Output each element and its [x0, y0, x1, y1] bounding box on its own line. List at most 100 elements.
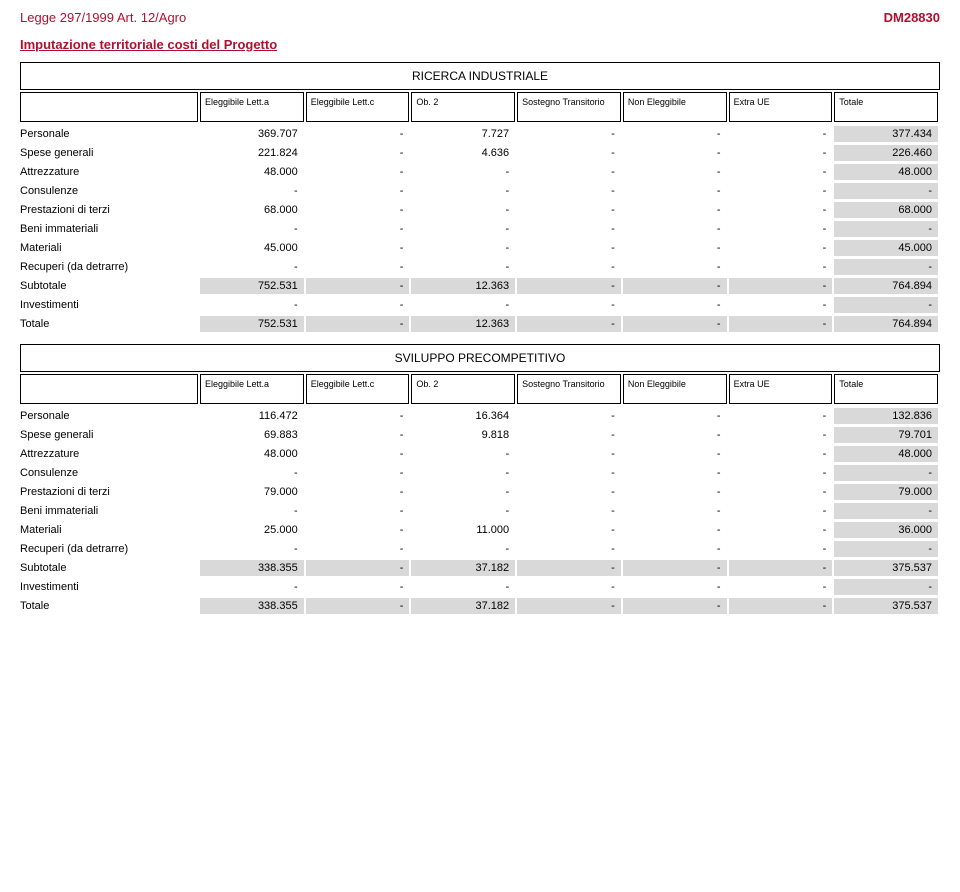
row-total-cell: - — [834, 541, 938, 557]
row-cell: - — [623, 598, 727, 614]
row-label: Materiali — [20, 522, 200, 538]
row-cell: - — [200, 297, 304, 313]
table-row: Consulenze------- — [20, 183, 940, 199]
row-cell: - — [517, 278, 621, 294]
row-cell: 48.000 — [200, 164, 304, 180]
row-label: Prestazioni di terzi — [20, 484, 200, 500]
row-cell: - — [517, 183, 621, 199]
row-cell: - — [411, 297, 515, 313]
row-cell: - — [306, 259, 410, 275]
row-cell: - — [729, 297, 833, 313]
row-cell: - — [200, 465, 304, 481]
row-total-cell: - — [834, 183, 938, 199]
row-cell: - — [517, 427, 621, 443]
row-cell: - — [306, 541, 410, 557]
row-label: Materiali — [20, 240, 200, 256]
row-total-cell: 132.836 — [834, 408, 938, 424]
row-label: Attrezzature — [20, 164, 200, 180]
row-cell: - — [517, 446, 621, 462]
row-cell: - — [729, 579, 833, 595]
row-cell: - — [729, 126, 833, 142]
row-cell: - — [623, 297, 727, 313]
row-total-cell: 764.894 — [834, 278, 938, 294]
row-total-cell: 226.460 — [834, 145, 938, 161]
row-cell: 37.182 — [411, 560, 515, 576]
row-cell: - — [517, 240, 621, 256]
table-row: Personale369.707-7.727---377.434 — [20, 126, 940, 142]
row-cell: - — [306, 408, 410, 424]
row-cell: - — [729, 316, 833, 332]
row-cell: - — [306, 316, 410, 332]
row-label: Recuperi (da detrarre) — [20, 259, 200, 275]
row-cell: - — [200, 541, 304, 557]
section-title: Imputazione territoriale costi del Proge… — [20, 37, 940, 52]
row-label: Beni immateriali — [20, 221, 200, 237]
row-cell: - — [306, 221, 410, 237]
row-cell: 221.824 — [200, 145, 304, 161]
row-cell: - — [200, 579, 304, 595]
row-cell: - — [729, 221, 833, 237]
row-cell: - — [306, 297, 410, 313]
row-cell: - — [623, 427, 727, 443]
row-label: Spese generali — [20, 427, 200, 443]
table-row: Investimenti------- — [20, 579, 940, 595]
row-label: Personale — [20, 126, 200, 142]
row-total-cell: - — [834, 297, 938, 313]
row-cell: - — [623, 183, 727, 199]
row-cell: - — [729, 503, 833, 519]
row-cell: - — [623, 541, 727, 557]
header-right: DM28830 — [884, 10, 940, 25]
row-cell: - — [729, 484, 833, 500]
row-cell: - — [623, 221, 727, 237]
table-row: Attrezzature48.000-----48.000 — [20, 446, 940, 462]
row-cell: - — [306, 446, 410, 462]
row-cell: 752.531 — [200, 278, 304, 294]
table-row: Totale338.355-37.182---375.537 — [20, 598, 940, 614]
row-cell: 7.727 — [411, 126, 515, 142]
table-row: Materiali45.000-----45.000 — [20, 240, 940, 256]
table-row: Materiali25.000-11.000---36.000 — [20, 522, 940, 538]
table-row: Investimenti------- — [20, 297, 940, 313]
row-cell: 79.000 — [200, 484, 304, 500]
row-cell: - — [623, 503, 727, 519]
row-cell: - — [411, 202, 515, 218]
row-cell: - — [411, 259, 515, 275]
row-label: Beni immateriali — [20, 503, 200, 519]
row-cell: - — [623, 240, 727, 256]
row-cell: - — [729, 446, 833, 462]
row-cell: - — [729, 408, 833, 424]
row-cell: 4.636 — [411, 145, 515, 161]
table-row: Prestazioni di terzi68.000-----68.000 — [20, 202, 940, 218]
row-cell: - — [623, 278, 727, 294]
row-cell: - — [623, 484, 727, 500]
row-cell: - — [306, 579, 410, 595]
row-cell: 116.472 — [200, 408, 304, 424]
row-cell: - — [729, 465, 833, 481]
row-cell: - — [729, 598, 833, 614]
row-label: Personale — [20, 408, 200, 424]
row-cell: - — [517, 560, 621, 576]
row-total-cell: 377.434 — [834, 126, 938, 142]
row-cell: - — [200, 221, 304, 237]
row-total-cell: 48.000 — [834, 446, 938, 462]
row-total-cell: 48.000 — [834, 164, 938, 180]
table-row: Attrezzature48.000-----48.000 — [20, 164, 940, 180]
row-cell: - — [623, 145, 727, 161]
row-cell: - — [517, 598, 621, 614]
row-cell: - — [517, 202, 621, 218]
column-header: Sostegno Transitorio — [517, 92, 621, 122]
row-total-cell: - — [834, 579, 938, 595]
row-total-cell: 375.537 — [834, 560, 938, 576]
table-row: Beni immateriali------- — [20, 221, 940, 237]
row-cell: - — [411, 484, 515, 500]
row-cell: - — [306, 183, 410, 199]
row-cell: - — [729, 202, 833, 218]
row-total-cell: - — [834, 259, 938, 275]
table-row: Prestazioni di terzi79.000-----79.000 — [20, 484, 940, 500]
row-cell: 338.355 — [200, 560, 304, 576]
row-cell: - — [306, 278, 410, 294]
row-cell: - — [623, 202, 727, 218]
row-cell: - — [411, 541, 515, 557]
column-header: Extra UE — [729, 92, 833, 122]
row-cell: - — [306, 503, 410, 519]
